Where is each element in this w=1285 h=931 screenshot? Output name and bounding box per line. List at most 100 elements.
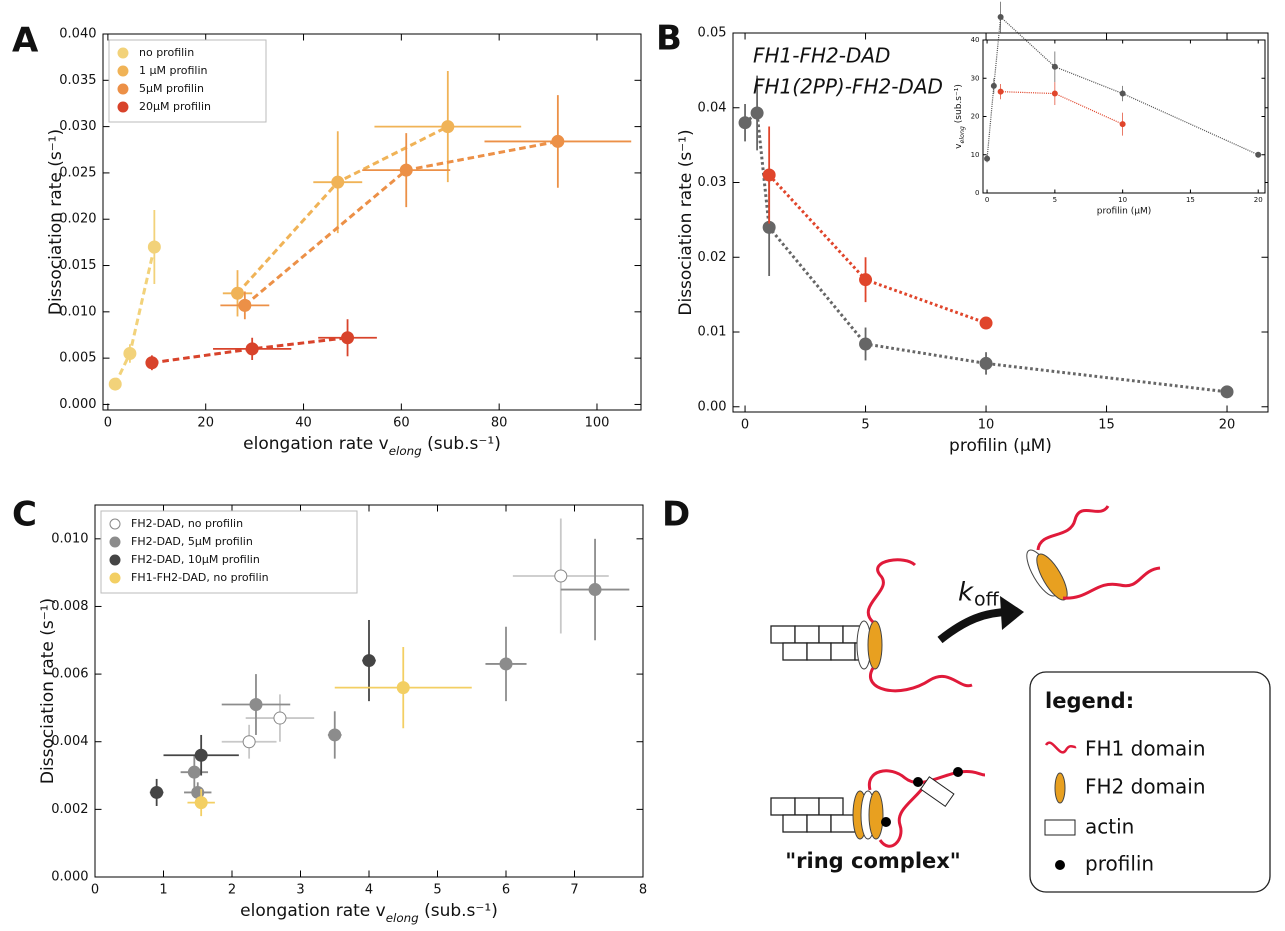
marker	[1220, 385, 1234, 399]
legend-icon	[1054, 772, 1066, 804]
label-part: elong	[389, 443, 422, 457]
legend-box	[100, 510, 358, 594]
legend-box	[1029, 671, 1271, 893]
y-axis-label: Dissociation rate (s⁻¹)	[676, 129, 696, 315]
x-tick-label: 4	[365, 883, 373, 898]
legend-label: 5μM profilin	[139, 82, 204, 95]
y-tick-label: 0.00	[698, 399, 727, 414]
x-tick-label: 40	[295, 416, 312, 431]
actin-monomer	[920, 776, 955, 808]
profilin	[881, 817, 891, 827]
legend-title: legend:	[1045, 689, 1134, 713]
marker	[194, 796, 208, 810]
x-tick-label: 7	[570, 883, 578, 898]
marker	[499, 657, 513, 671]
marker	[1051, 63, 1058, 70]
legend-label: FH1 domain	[1085, 737, 1206, 761]
profilin	[953, 767, 963, 777]
panel-d: D k off "ring complex"	[662, 495, 1271, 893]
fh1-domain	[1036, 505, 1110, 551]
label-part: elong	[958, 126, 965, 143]
legend-marker	[109, 518, 121, 530]
panel-label: D	[662, 495, 690, 535]
label-part: elongation rate v	[243, 434, 389, 454]
arrow	[937, 608, 1011, 644]
series-line	[151, 336, 348, 365]
chart: 0 5 10 15 20 0 10 20 30 40 profilin (μM) velong (su…	[953, 1, 1266, 217]
legend-label: FH1-FH2-DAD	[753, 44, 890, 68]
fh1-domain	[878, 784, 927, 848]
fh1-domain	[869, 667, 973, 693]
label-part: v	[953, 143, 963, 149]
legend-box	[108, 39, 267, 123]
x-tick-label: 10	[978, 418, 995, 433]
legend-marker	[117, 101, 129, 113]
marker	[984, 155, 991, 162]
panel-label: A	[12, 21, 39, 61]
marker	[554, 569, 568, 583]
marker	[1119, 121, 1126, 128]
y-tick-label: 0.010	[51, 531, 88, 546]
marker	[194, 748, 208, 762]
legend-marker	[117, 83, 129, 95]
y-tick-label: 30	[971, 74, 980, 82]
x-tick-label: 0	[104, 416, 112, 431]
x-tick-label: 8	[639, 883, 647, 898]
x-tick-label: 0	[91, 883, 99, 898]
marker	[738, 116, 752, 130]
x-tick-label: 5	[861, 418, 869, 433]
marker	[399, 163, 413, 177]
x-tick-label: 20	[197, 416, 214, 431]
fh2-domain	[867, 620, 883, 670]
legend-marker	[109, 554, 121, 566]
x-tick-label: 15	[1098, 418, 1115, 433]
fh1-domain	[1062, 566, 1161, 600]
marker	[990, 82, 997, 89]
marker	[145, 356, 159, 370]
legend-icon	[1044, 741, 1077, 754]
y-axis-label: Dissociation rate (s⁻¹)	[46, 129, 66, 315]
y-tick-label: 0.03	[698, 175, 727, 190]
y-tick-label: 0.01	[698, 325, 727, 340]
x-tick-label: 5	[433, 883, 441, 898]
y-tick-label: 0.006	[51, 667, 88, 682]
chart: A 0 20 40 60 80 100 0.000 0.005 0.010 0.015 0.020 0.…	[12, 21, 642, 457]
y-tick-label: 0.005	[59, 351, 96, 366]
marker	[1119, 90, 1126, 97]
marker	[331, 175, 345, 189]
marker	[362, 654, 376, 668]
marker	[341, 331, 355, 345]
ring-label: "ring complex"	[785, 849, 961, 873]
x-tick-label: 60	[393, 416, 410, 431]
x-tick-label: 20	[1219, 418, 1236, 433]
marker	[396, 681, 410, 695]
legend-label: FH1-FH2-DAD, no profilin	[131, 571, 269, 584]
legend-marker	[117, 47, 129, 59]
marker	[273, 711, 287, 725]
y-tick-label: 40	[971, 36, 980, 44]
marker	[249, 698, 263, 712]
y-tick-label: 20	[971, 113, 980, 121]
legend-label: FH2-DAD, no profilin	[131, 517, 243, 530]
marker	[997, 14, 1004, 21]
y-tick-label: 0.05	[698, 26, 727, 41]
x-tick-label: 0	[741, 418, 749, 433]
marker	[150, 785, 164, 799]
rate-k: k	[958, 578, 974, 608]
legend-marker	[109, 572, 121, 584]
y-tick-label: 0.035	[59, 73, 96, 88]
plot-frame	[102, 33, 642, 411]
y-tick-label: 0.020	[59, 212, 96, 227]
y-tick-label: 0.000	[51, 870, 88, 885]
y-tick-label: 0.025	[59, 165, 96, 180]
y-tick-label: 0.040	[59, 27, 96, 42]
marker	[242, 735, 256, 749]
legend-label: FH2 domain	[1085, 775, 1206, 799]
legend-label: 1 μM profilin	[139, 64, 208, 77]
marker	[551, 134, 565, 148]
x-axis-label: profilin (μM)	[1097, 207, 1151, 217]
marker	[231, 286, 244, 300]
y-tick-label: 0.010	[59, 304, 96, 319]
x-tick-label: 6	[502, 883, 510, 898]
x-tick-label: 20	[1254, 196, 1263, 204]
